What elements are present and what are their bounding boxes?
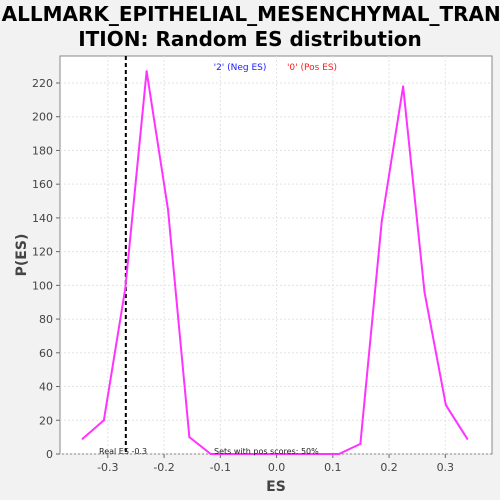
y-tick-label: 60 xyxy=(39,347,53,360)
y-axis-label: P(ES) xyxy=(14,234,30,277)
data-point xyxy=(380,220,383,223)
y-tick-label: 120 xyxy=(32,246,53,259)
chart-title-line-2: ITION: Random ES distribution xyxy=(78,27,422,51)
y-axis-ticks: 0 20 40 60 80 100 120 140 160 180 200 220 xyxy=(32,77,60,461)
x-tick-label: 0.3 xyxy=(437,461,455,474)
y-tick-label: 20 xyxy=(39,414,53,427)
legend-neg-es: '2' (Neg ES) xyxy=(214,63,267,73)
real-es-label: Real ES -0.3 xyxy=(99,447,147,456)
y-tick-label: 0 xyxy=(46,448,53,461)
y-tick-label: 100 xyxy=(32,279,53,292)
x-tick-label: -0.3 xyxy=(97,461,118,474)
data-point xyxy=(124,287,127,290)
chart-title-line-1: HALLMARK_EPITHELIAL_MESENCHYMAL_TRANS xyxy=(0,2,500,26)
data-point xyxy=(423,291,426,294)
data-point xyxy=(402,85,405,88)
legend-pos-es: '0' (Pos ES) xyxy=(287,63,337,73)
data-point xyxy=(444,404,447,407)
y-tick-label: 200 xyxy=(32,111,53,124)
data-point xyxy=(295,453,298,455)
y-tick-label: 160 xyxy=(32,178,53,191)
x-tick-label: 0.0 xyxy=(268,461,286,474)
x-axis-ticks: -0.3 -0.2 -0.1 0.0 0.1 0.2 0.3 xyxy=(97,454,454,474)
data-point xyxy=(466,437,469,440)
plot-area xyxy=(59,55,493,455)
grid xyxy=(60,56,492,455)
x-tick-label: -0.1 xyxy=(210,461,231,474)
y-tick-label: 40 xyxy=(39,381,53,394)
data-point xyxy=(338,453,340,455)
series-points xyxy=(81,70,469,455)
data-point xyxy=(359,442,362,445)
data-point xyxy=(273,453,276,455)
y-tick-label: 140 xyxy=(32,212,53,225)
data-point xyxy=(209,453,212,455)
data-point xyxy=(102,419,105,422)
data-point xyxy=(316,453,319,455)
pos-scores-label: Sets with pos scores: 50% xyxy=(214,447,319,456)
data-point xyxy=(252,453,255,455)
data-point xyxy=(81,437,84,440)
data-point xyxy=(188,436,191,439)
data-point xyxy=(167,208,169,211)
y-tick-label: 220 xyxy=(32,77,53,90)
y-tick-label: 180 xyxy=(32,144,53,157)
x-tick-label: -0.2 xyxy=(153,461,174,474)
data-point xyxy=(231,453,234,455)
y-tick-label: 80 xyxy=(39,313,53,326)
x-axis-label: ES xyxy=(266,479,286,495)
x-tick-label: 0.2 xyxy=(380,461,398,474)
data-point xyxy=(145,70,148,73)
x-tick-label: 0.1 xyxy=(324,461,342,474)
